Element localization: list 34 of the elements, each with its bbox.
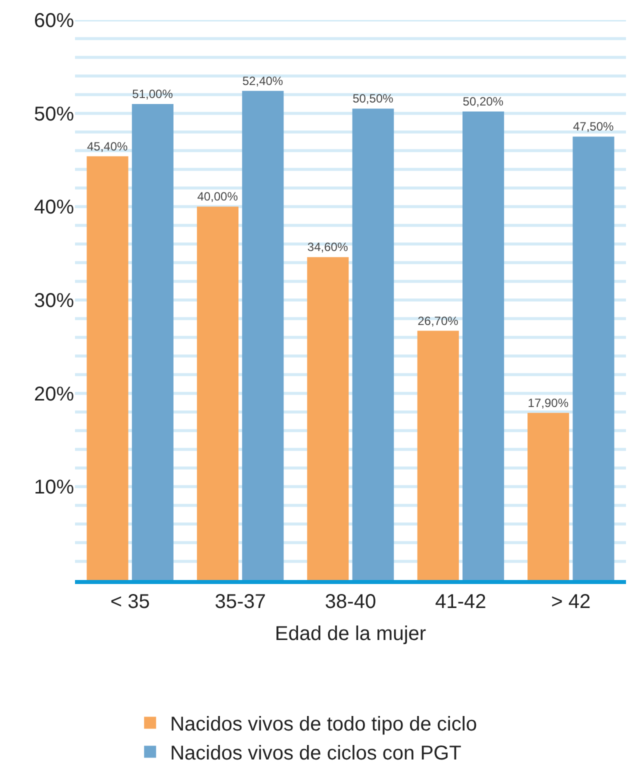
legend-label: Nacidos vivos de todo tipo de ciclo [170,714,477,736]
x-tick-label: 35-37 [214,591,266,613]
y-tick-label: 20% [34,383,74,406]
data-label: 40,00% [197,190,238,204]
data-label: 17,90% [528,396,569,410]
bar [242,90,284,580]
legend-label: Nacidos vivos de ciclos con PGT [170,742,462,764]
bar [196,206,238,580]
data-label: 50,20% [462,94,504,108]
data-label: 52,40% [242,74,284,88]
data-label: 45,40% [86,139,128,154]
x-tick-label: < 35 [110,591,150,613]
y-tick-label: 60% [34,10,74,32]
x-tick-label: 38-40 [324,591,376,613]
data-label: 51,00% [132,87,174,101]
bar [307,257,349,580]
y-tick-label: 40% [34,196,74,219]
y-tick-label: 30% [34,290,74,312]
bar [528,412,570,580]
bar [86,156,128,580]
bar [417,330,459,580]
x-tick-label: 41-42 [435,591,486,613]
bar [462,111,504,580]
bar [352,108,394,580]
y-tick-label: 50% [34,103,74,126]
data-label: 34,60% [307,240,348,254]
bar [132,104,174,580]
y-tick-label: 10% [34,476,74,499]
x-axis-title: Edad de la mujer [274,623,426,645]
data-label: 50,50% [352,92,394,106]
data-label: 47,50% [572,120,614,134]
x-tick-label: > 42 [551,591,591,613]
bar [572,136,614,580]
data-label: 26,70% [418,314,459,328]
